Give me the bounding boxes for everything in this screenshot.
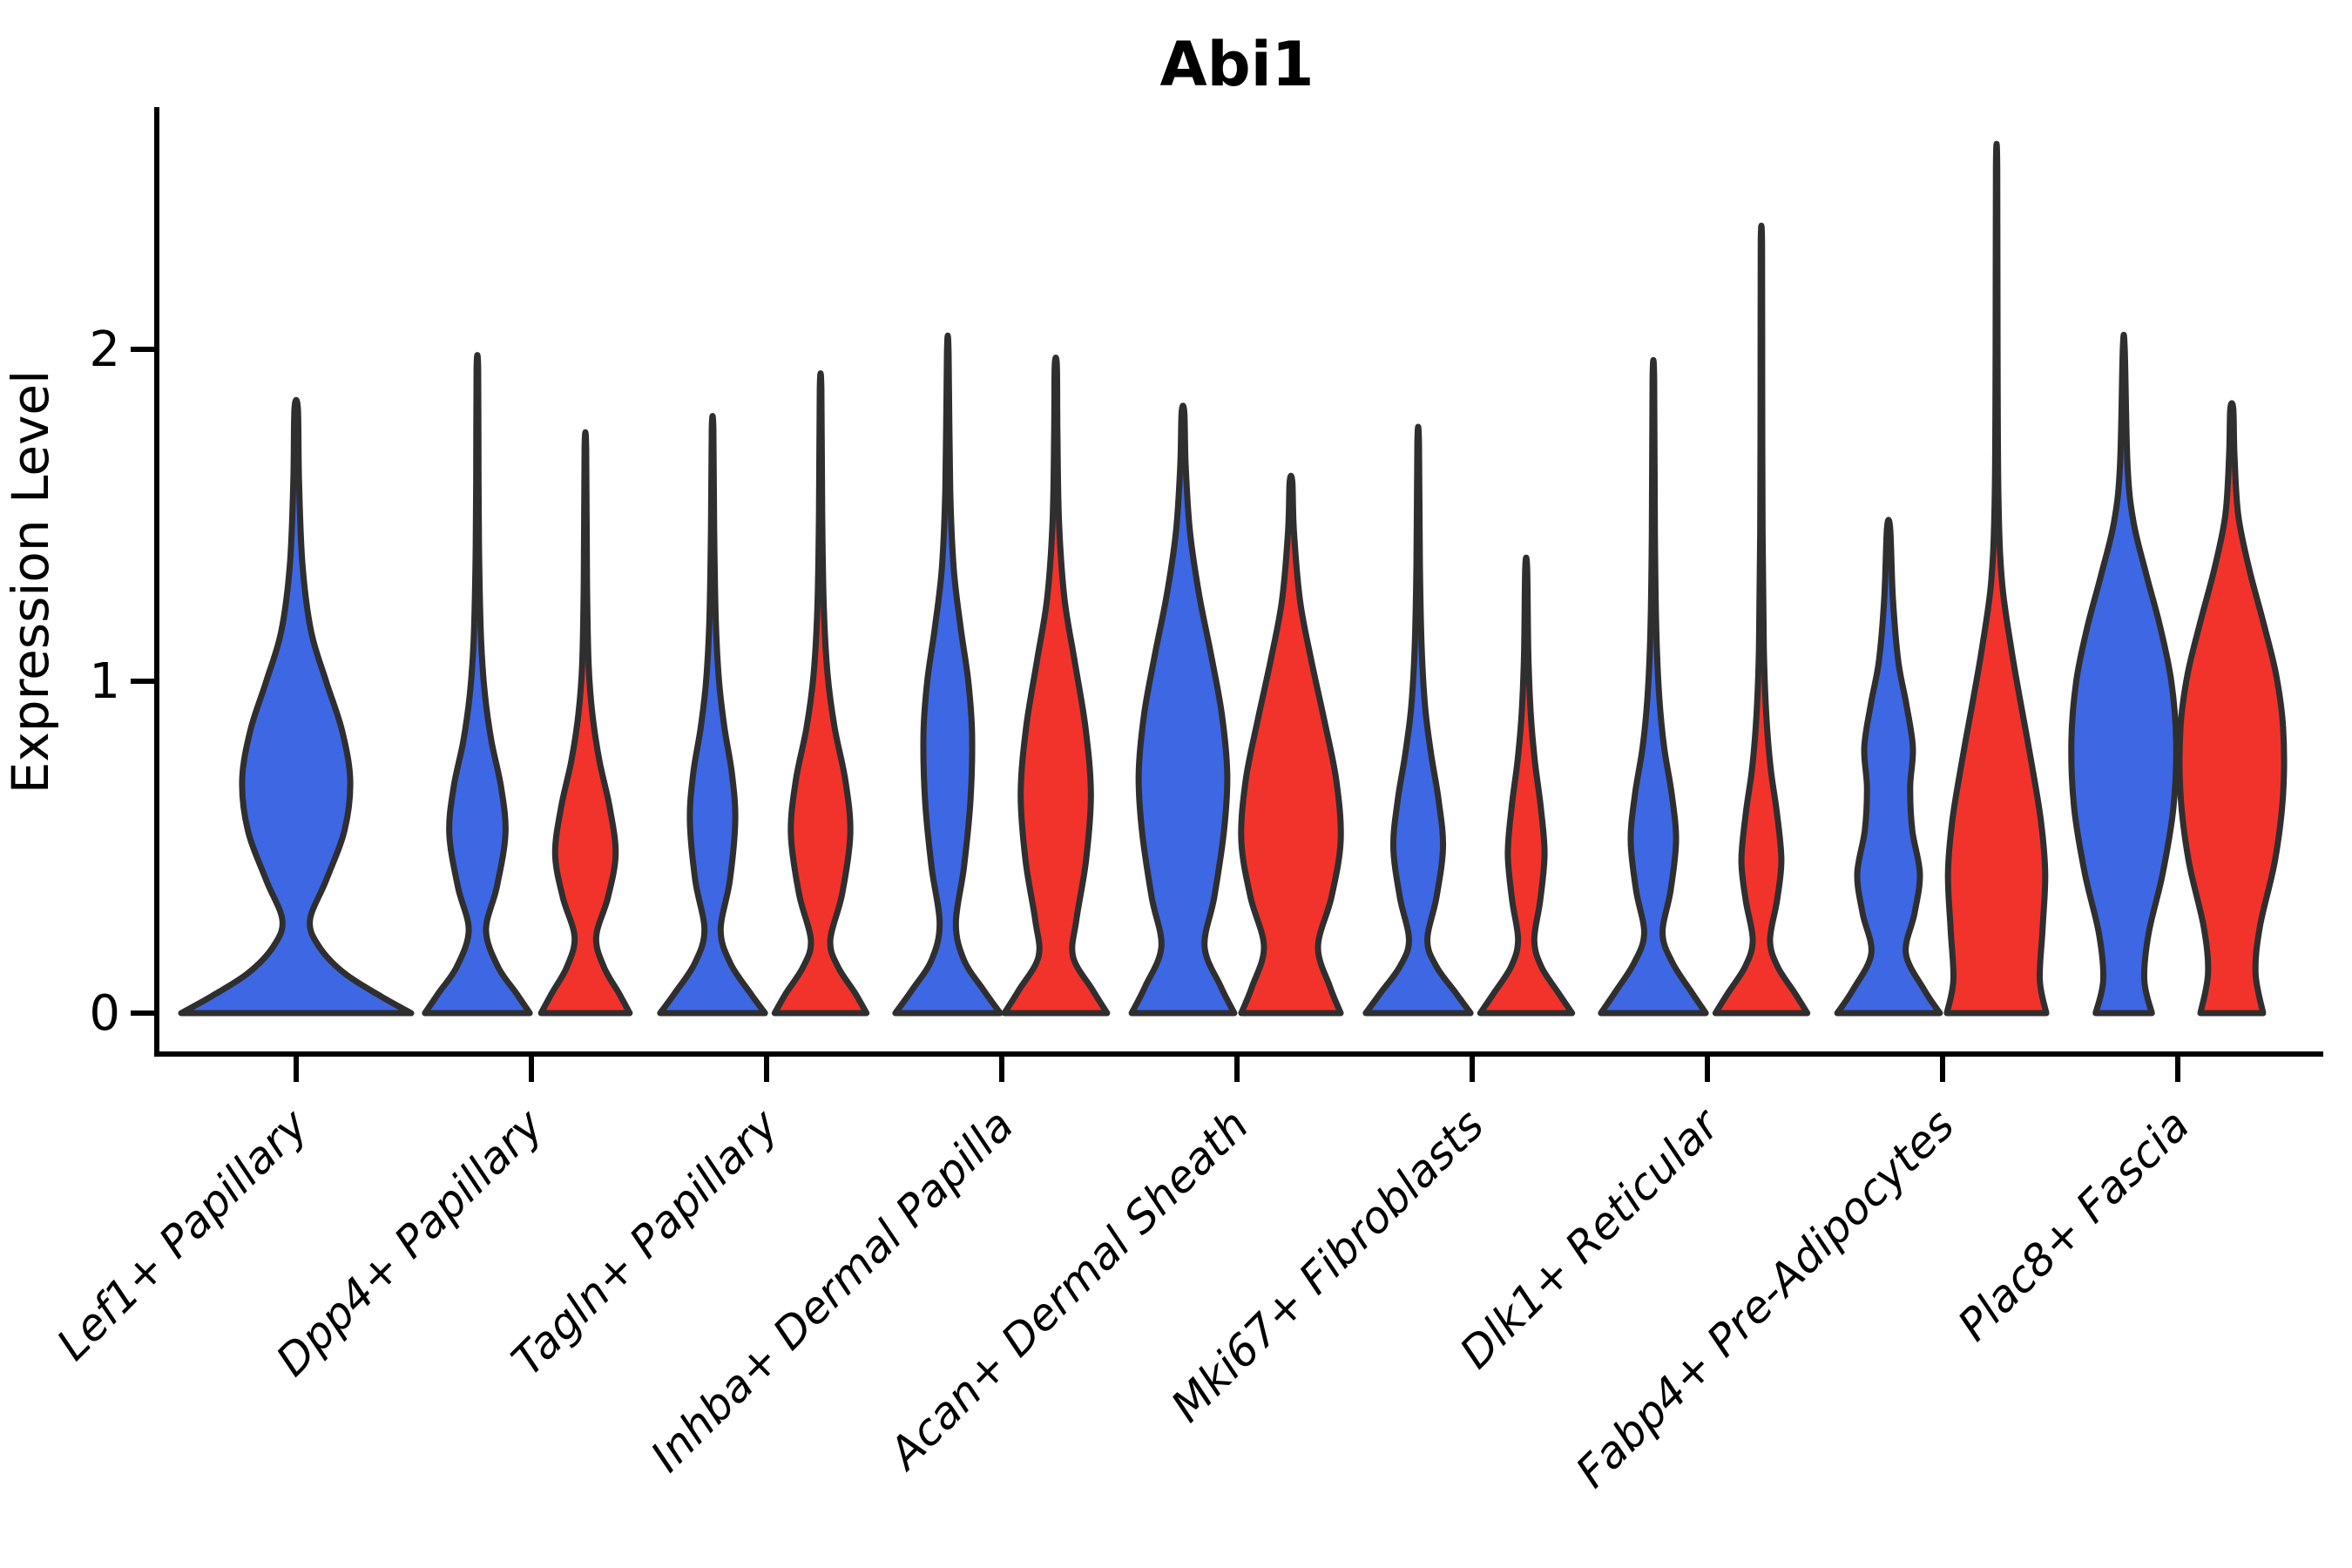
violin-blue-dlk1-reticular	[1598, 356, 1709, 1017]
y-tick-label-1: 1	[89, 653, 120, 710]
y-tick-label-0: 0	[89, 985, 120, 1042]
violin-red-plac8-fascia	[2176, 400, 2288, 1017]
violin-red-dlk1-reticular	[1712, 222, 1811, 1017]
x-tick-label-lef1-papillary: Lef1+ Papillary	[47, 1098, 318, 1369]
violin-blue-lef1-papillary	[178, 396, 415, 1017]
violins-layer	[178, 141, 2288, 1017]
x-tick-label-fabp4-pre-adipocytes: Fabp4+ Pre-Adipocytes	[1566, 1099, 1964, 1497]
violin-red-mki67-fibroblasts	[1477, 554, 1576, 1017]
violin-red-dpp4-papillary	[537, 429, 633, 1017]
y-tick-label-2: 2	[89, 321, 120, 378]
violin-blue-fabp4-pre-adipocytes	[1834, 517, 1943, 1017]
violin-red-tagln-papillary	[771, 370, 870, 1017]
x-tick-label-plac8-fascia: Plac8+ Fascia	[1949, 1099, 2200, 1350]
x-tick-label-dlk1-reticular: Dlk1+ Reticular	[1450, 1098, 1731, 1378]
violin-blue-dpp4-papillary	[422, 352, 533, 1017]
violin-red-fabp4-pre-adipocytes	[1943, 141, 2050, 1017]
y-axis-label: Expression Level	[1, 370, 60, 794]
violin-blue-tagln-papillary	[657, 413, 768, 1017]
violin-red-inhba-dermal-papilla	[1001, 355, 1111, 1017]
violin-blue-inhba-dermal-papilla	[892, 332, 1004, 1017]
violin-blue-acan-dermal-sheath	[1128, 402, 1238, 1017]
violin-red-acan-dermal-sheath	[1238, 472, 1344, 1017]
violin-blue-mki67-fibroblasts	[1362, 423, 1474, 1017]
violin-blue-plac8-fascia	[2068, 331, 2180, 1017]
chart-title: Abi1	[1160, 29, 1315, 100]
